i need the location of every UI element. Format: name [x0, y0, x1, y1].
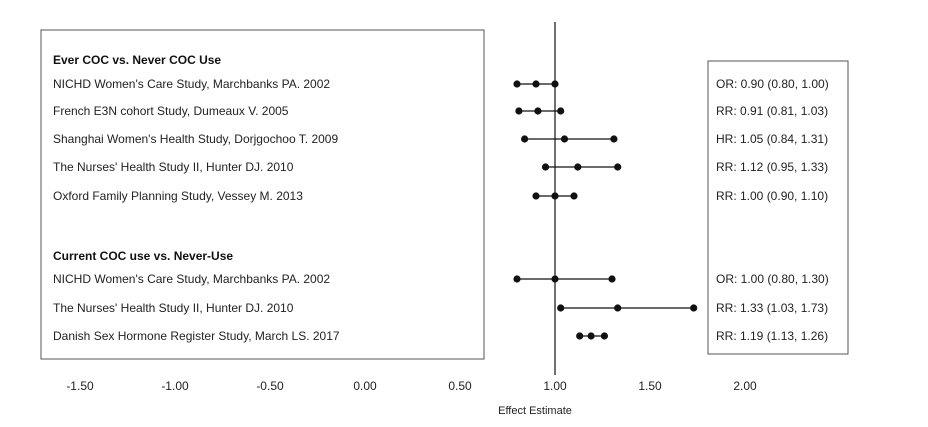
- estimate-point: [587, 332, 595, 340]
- x-tick-label: -0.50: [256, 379, 284, 393]
- ci-lower-point: [513, 80, 521, 88]
- estimate-point: [534, 107, 542, 115]
- x-tick-label: 0.00: [353, 379, 377, 393]
- estimate-text: RR: 1.33 (1.03, 1.73): [716, 301, 828, 315]
- estimate-text: RR: 1.00 (0.90, 1.10): [716, 189, 828, 203]
- x-tick-label: 1.50: [638, 379, 662, 393]
- ci-lower-point: [521, 135, 529, 143]
- ci-upper-point: [608, 275, 616, 283]
- plot-marks: [513, 22, 698, 375]
- study-label-box: [40, 29, 485, 360]
- estimate-labels: OR: 0.90 (0.80, 1.00) RR: 0.91 (0.81, 1.0…: [716, 77, 829, 343]
- x-tick-label: 1.00: [543, 379, 567, 393]
- ci-upper-point: [690, 304, 698, 312]
- ci-lower-point: [541, 163, 550, 171]
- ci-upper-point: [570, 192, 578, 200]
- ci-upper-point: [557, 107, 565, 115]
- x-axis-title: Effect Estimate: [498, 405, 572, 417]
- study-label: NICHD Women's Care Study, Marchbanks PA.…: [53, 77, 330, 91]
- study-label: NICHD Women's Care Study, Marchbanks PA.…: [53, 272, 330, 286]
- estimate-text: RR: 1.19 (1.13, 1.26): [716, 329, 828, 343]
- estimate-point: [551, 192, 559, 200]
- study-label: Shanghai Women's Health Study, Dorjgocho…: [53, 132, 338, 146]
- estimate-text: RR: 0.91 (0.81, 1.03): [716, 104, 828, 118]
- estimate-text: HR: 1.05 (0.84, 1.31): [716, 132, 828, 146]
- group-label: Ever COC vs. Never COC Use: [53, 53, 221, 67]
- ci-lower-point: [532, 192, 540, 200]
- ci-upper-point: [600, 332, 609, 340]
- ci-upper-point: [610, 135, 618, 143]
- study-label: The Nurses' Health Study II, Hunter DJ. …: [53, 301, 294, 315]
- x-tick-label: 2.00: [733, 379, 757, 393]
- ci-lower-point: [557, 304, 565, 312]
- x-tick-label: -1.50: [66, 379, 94, 393]
- ci-lower-point: [515, 107, 523, 115]
- estimate-point: [574, 163, 582, 171]
- x-tick-label: 0.50: [448, 379, 472, 393]
- estimate-text: RR: 1.12 (0.95, 1.33): [716, 160, 828, 174]
- estimate-point: [532, 80, 540, 88]
- ci-lower-point: [513, 275, 521, 283]
- study-label: Danish Sex Hormone Register Study, March…: [53, 329, 340, 343]
- study-label: French E3N cohort Study, Dumeaux V. 2005: [53, 104, 289, 118]
- group-label: Current COC use vs. Never-Use: [53, 249, 233, 263]
- x-tick-label: -1.00: [161, 379, 189, 393]
- study-label: Oxford Family Planning Study, Vessey M. …: [53, 189, 303, 203]
- estimate-text: OR: 0.90 (0.80, 1.00): [716, 77, 829, 91]
- estimate-point: [614, 304, 622, 312]
- label-box-frame: [40, 29, 485, 360]
- estimate-point: [551, 275, 559, 283]
- ci-lower-point: [576, 332, 584, 340]
- estimate-box-frame: [707, 60, 849, 355]
- estimate-point: [560, 135, 569, 143]
- x-axis: -1.50 -1.00 -0.50 0.00 0.50 1.00 1.50 2.00 Effec…: [66, 379, 757, 417]
- estimate-text: OR: 1.00 (0.80, 1.30): [716, 272, 829, 286]
- ci-upper-point: [551, 80, 559, 88]
- ci-upper-point: [614, 163, 622, 171]
- study-label: The Nurses' Health Study II, Hunter DJ. …: [53, 160, 294, 174]
- study-labels: Ever COC vs. Never COC Use NICHD Women's …: [53, 53, 340, 343]
- estimate-box: [707, 60, 849, 355]
